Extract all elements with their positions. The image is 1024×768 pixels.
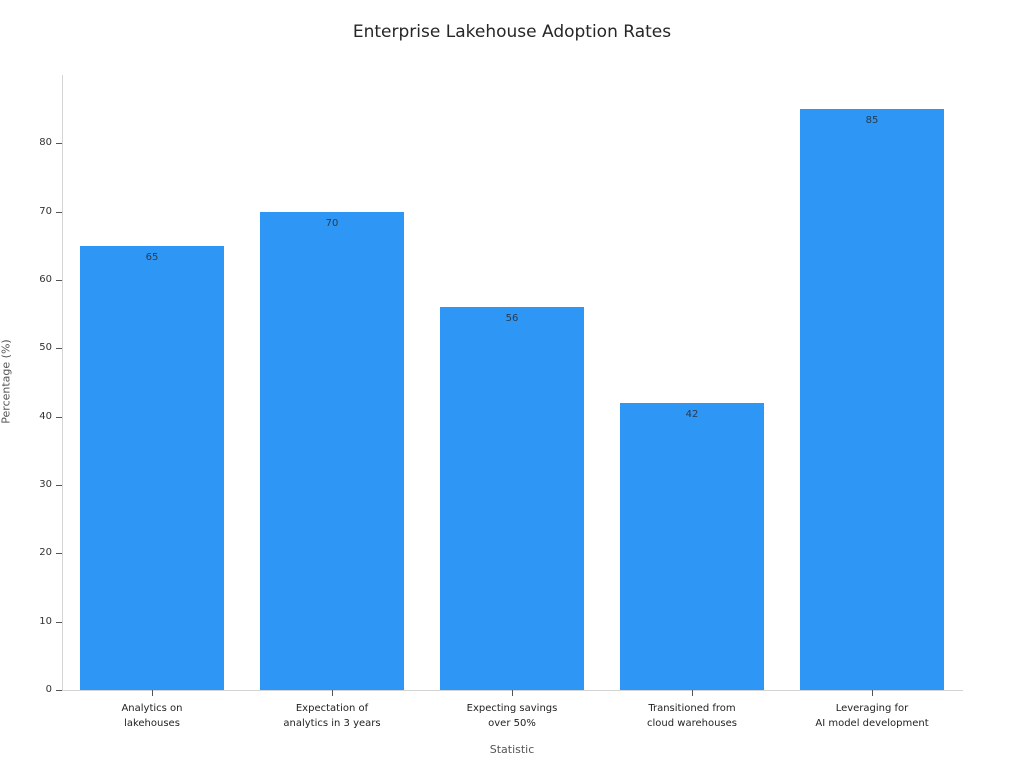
y-tick-label: 60 bbox=[39, 274, 52, 285]
y-tick-mark bbox=[56, 690, 62, 691]
bar bbox=[800, 109, 944, 690]
y-tick-mark bbox=[56, 621, 62, 623]
x-tick-label: Transitioned from cloud warehouses bbox=[647, 703, 737, 729]
y-tick-mark bbox=[56, 280, 62, 281]
x-tick-mark bbox=[152, 690, 153, 696]
chart-title: Enterprise Lakehouse Adoption Rates bbox=[352, 22, 672, 42]
y-tick-label: 50 bbox=[39, 342, 52, 354]
bar-value-label: 85 bbox=[865, 115, 879, 127]
bar bbox=[620, 403, 764, 690]
x-tick-mark bbox=[512, 690, 513, 696]
y-tick-mark bbox=[56, 348, 62, 350]
x-tick-mark bbox=[332, 690, 333, 696]
y-tick-label: 40 bbox=[39, 410, 52, 422]
bar bbox=[260, 211, 404, 690]
bar-value-label: 56 bbox=[505, 313, 519, 325]
y-tick-mark bbox=[56, 485, 62, 486]
x-tick-label: Leveraging for AI model development bbox=[815, 703, 929, 729]
bar-value-label: 65 bbox=[145, 251, 159, 263]
y-tick-label: 30 bbox=[39, 479, 52, 490]
x-tick-label: Expectation of analytics in 3 years bbox=[283, 703, 381, 729]
y-axis-spine bbox=[62, 75, 63, 691]
y-tick-mark bbox=[56, 553, 62, 555]
y-tick-mark bbox=[56, 211, 62, 213]
bar bbox=[80, 245, 224, 690]
y-tick-label: 0 bbox=[45, 684, 52, 695]
y-tick-label: 20 bbox=[39, 547, 52, 559]
y-axis-title: Percentage (%) bbox=[0, 339, 13, 424]
y-tick-mark bbox=[56, 416, 62, 418]
x-tick-mark bbox=[872, 690, 873, 696]
y-tick-label: 10 bbox=[39, 615, 52, 627]
x-tick-label: Analytics on lakehouses bbox=[121, 703, 183, 729]
x-axis-title: Statistic bbox=[489, 743, 535, 756]
y-tick-label: 70 bbox=[39, 205, 52, 217]
y-tick-label: 80 bbox=[39, 137, 52, 149]
x-tick-mark bbox=[692, 690, 693, 696]
bar bbox=[440, 307, 584, 690]
y-tick-mark bbox=[56, 143, 62, 145]
bar-value-label: 70 bbox=[325, 217, 339, 229]
x-tick-label: Expecting savings over 50% bbox=[466, 703, 558, 729]
bar-value-label: 42 bbox=[685, 409, 699, 420]
